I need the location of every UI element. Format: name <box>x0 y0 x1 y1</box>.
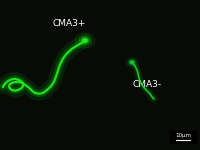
Text: 10μm: 10μm <box>175 134 191 138</box>
Text: CMA3+: CMA3+ <box>52 19 86 28</box>
Circle shape <box>126 58 138 67</box>
Circle shape <box>131 61 133 63</box>
Text: CMA3-: CMA3- <box>132 80 162 89</box>
Circle shape <box>83 39 87 42</box>
Circle shape <box>81 38 89 43</box>
Circle shape <box>130 61 134 64</box>
Circle shape <box>75 33 95 48</box>
Circle shape <box>128 60 136 65</box>
Bar <box>170 131 196 142</box>
Circle shape <box>79 36 91 45</box>
